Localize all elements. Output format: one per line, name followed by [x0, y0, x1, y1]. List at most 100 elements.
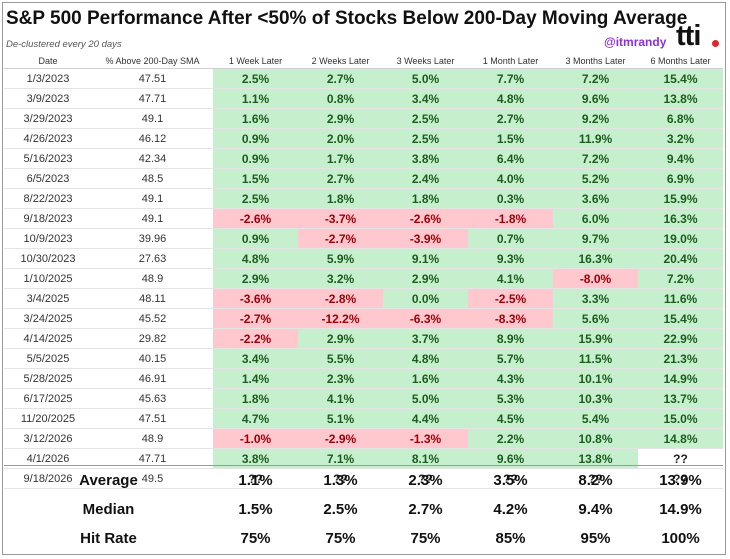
date-cell: 10/9/2023 [4, 228, 92, 249]
date-cell: 1/3/2023 [4, 68, 92, 89]
return-cell: -2.7% [213, 308, 298, 329]
return-cell: 6.4% [468, 148, 553, 169]
return-cell: 3.8% [383, 148, 468, 169]
return-cell: 6.0% [553, 208, 638, 229]
summary-label: Median [82, 501, 135, 518]
return-cell: -3.6% [213, 288, 298, 309]
return-cell: -2.9% [298, 428, 383, 449]
return-cell: 19.0% [638, 228, 723, 249]
return-cell: 9.3% [468, 248, 553, 269]
summary-value: 1.5% [238, 501, 273, 518]
return-cell: 2.7% [298, 68, 383, 89]
sma-cell: 48.9 [92, 428, 213, 449]
return-cell: 3.6% [553, 188, 638, 209]
return-cell: 13.7% [638, 388, 723, 409]
return-cell: 16.3% [553, 248, 638, 269]
sma-cell: 49.1 [92, 188, 213, 209]
return-cell: 9.6% [553, 88, 638, 109]
summary-label: Average [79, 472, 138, 489]
return-cell: 8.1% [383, 448, 468, 469]
summary-value: 2.7% [408, 501, 443, 518]
return-cell: 7.2% [638, 268, 723, 289]
column-header-3m: 3 Months Later [553, 53, 638, 69]
sma-cell: 47.51 [92, 68, 213, 89]
date-cell: 4/1/2026 [4, 448, 92, 469]
date-cell: 8/22/2023 [4, 188, 92, 209]
return-cell: 4.5% [468, 408, 553, 429]
return-cell: 21.3% [638, 348, 723, 369]
sma-cell: 49.1 [92, 208, 213, 229]
table-row: 11/20/2025 47.51 4.7% 5.1% 4.4% 4.5% 5.4% 15.0% [4, 408, 723, 429]
return-cell: ?? [638, 448, 723, 469]
performance-table: Date % Above 200-Day SMA 1 Week Later 2 … [4, 53, 723, 489]
return-cell: -3.7% [298, 208, 383, 229]
return-cell: 4.1% [468, 268, 553, 289]
summary-value: 9.4% [578, 501, 613, 518]
return-cell: -2.6% [383, 208, 468, 229]
table-row: 1/3/2023 47.51 2.5% 2.7% 5.0% 7.7% 7.2% 15.4% [4, 68, 723, 89]
return-cell: 3.8% [213, 448, 298, 469]
sma-cell: 46.12 [92, 128, 213, 149]
sma-cell: 45.63 [92, 388, 213, 409]
return-cell: 7.2% [553, 68, 638, 89]
return-cell: -2.6% [213, 208, 298, 229]
summary-value: 75% [410, 530, 441, 547]
date-cell: 3/4/2025 [4, 288, 92, 309]
table-row: 1/10/2025 48.9 2.9% 3.2% 2.9% 4.1% -8.0% 7.2% [4, 268, 723, 289]
return-cell: 2.3% [298, 368, 383, 389]
return-cell: 2.7% [468, 108, 553, 129]
return-cell: 1.5% [213, 168, 298, 189]
table-row: 4/1/2026 47.71 3.8% 7.1% 8.1% 9.6% 13.8%?? [4, 448, 723, 469]
return-cell: 2.0% [298, 128, 383, 149]
return-cell: -2.5% [468, 288, 553, 309]
sma-cell: 47.71 [92, 88, 213, 109]
return-cell: 9.2% [553, 108, 638, 129]
sma-cell: 42.34 [92, 148, 213, 169]
return-cell: 4.3% [468, 368, 553, 389]
table-row: 3/24/2025 45.52 -2.7% -12.2% -6.3% -8.3% 5.6% 1… [4, 308, 723, 329]
return-cell: -1.3% [383, 428, 468, 449]
table-row: 6/17/2025 45.63 1.8% 4.1% 5.0% 5.3% 10.3% 13.7% [4, 388, 723, 409]
sma-cell: 49.5 [92, 468, 213, 489]
return-cell: ?? [298, 468, 383, 489]
date-cell: 6/17/2025 [4, 388, 92, 409]
summary-value: 75% [325, 530, 356, 547]
return-cell: 1.8% [298, 188, 383, 209]
table-row: 3/9/2023 47.71 1.1% 0.8% 3.4% 4.8% 9.6% 13.8% [4, 88, 723, 109]
return-cell: 9.1% [383, 248, 468, 269]
return-cell: 1.8% [213, 388, 298, 409]
sma-cell: 49.1 [92, 108, 213, 129]
column-header-3w: 3 Weeks Later [383, 53, 468, 69]
return-cell: -8.0% [553, 268, 638, 289]
table-row: 3/29/2023 49.1 1.6% 2.9% 2.5% 2.7% 9.2% 6.8% [4, 108, 723, 129]
table-row: 3/4/2025 48.11 -3.6% -2.8% 0.0% -2.5% 3.3% 11.6… [4, 288, 723, 309]
date-cell: 4/14/2025 [4, 328, 92, 349]
return-cell: 2.9% [383, 268, 468, 289]
return-cell: 0.7% [468, 228, 553, 249]
table-row: 9/18/2023 49.1 -2.6% -3.7% -2.6% -1.8% 6.0% 16.… [4, 208, 723, 229]
return-cell: 20.4% [638, 248, 723, 269]
sma-cell: 46.91 [92, 368, 213, 389]
table-row: 5/28/2025 46.91 1.4% 2.3% 1.6% 4.3% 10.1% 14.9% [4, 368, 723, 389]
date-cell: 10/30/2023 [4, 248, 92, 269]
column-header-1w: 1 Week Later [213, 53, 298, 69]
return-cell: 4.8% [468, 88, 553, 109]
return-cell: 1.4% [213, 368, 298, 389]
summary-value: 2.5% [323, 501, 358, 518]
date-cell: 6/5/2023 [4, 168, 92, 189]
return-cell: -2.2% [213, 328, 298, 349]
return-cell: 11.5% [553, 348, 638, 369]
date-cell: 9/18/2026 [4, 468, 92, 489]
return-cell: 10.8% [553, 428, 638, 449]
return-cell: 4.8% [383, 348, 468, 369]
table-row: 9/18/2026 49.5???????????? [4, 468, 723, 489]
return-cell: 2.9% [298, 108, 383, 129]
return-cell: 5.4% [553, 408, 638, 429]
return-cell: 13.8% [638, 88, 723, 109]
return-cell: 13.8% [553, 448, 638, 469]
date-cell: 5/28/2025 [4, 368, 92, 389]
return-cell: 5.9% [298, 248, 383, 269]
sma-cell: 40.15 [92, 348, 213, 369]
return-cell: 0.0% [383, 288, 468, 309]
return-cell: 0.9% [213, 128, 298, 149]
